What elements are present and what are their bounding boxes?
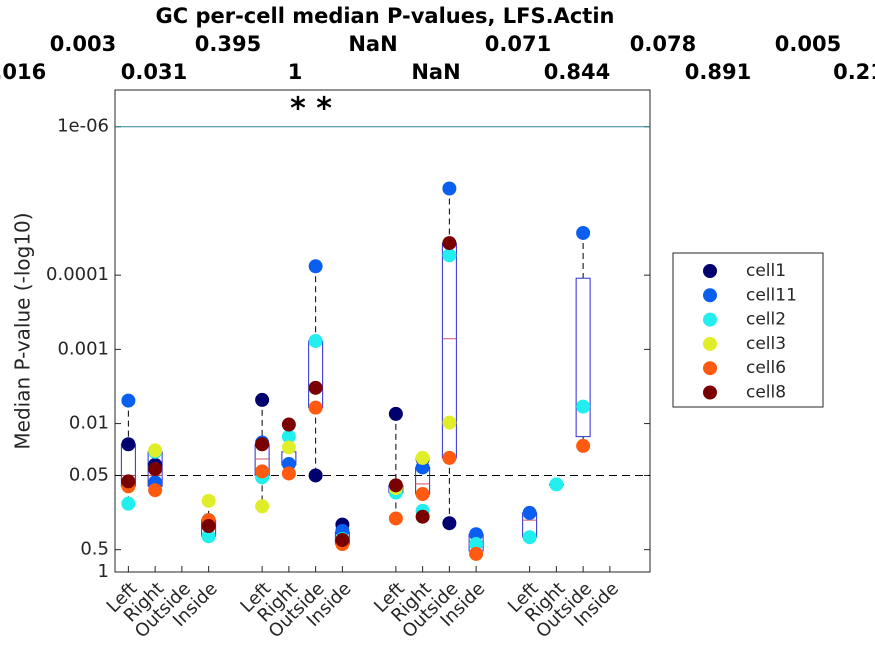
legend-label: cell11 bbox=[746, 285, 797, 305]
plot-frame bbox=[114, 89, 651, 573]
point bbox=[388, 406, 403, 421]
p-value-label: 0.078 bbox=[630, 32, 696, 56]
point bbox=[201, 519, 216, 534]
point bbox=[148, 483, 163, 498]
point bbox=[255, 392, 270, 407]
p-value-label: 1 bbox=[288, 60, 303, 84]
p-value-label: 0.844 bbox=[544, 60, 610, 84]
point bbox=[201, 493, 216, 508]
y-tick-label: 1 bbox=[98, 561, 109, 582]
point bbox=[415, 509, 430, 524]
y-tick-label: 0.001 bbox=[57, 338, 109, 359]
chart-title: GC per-cell median P-values, LFS.Actin bbox=[156, 4, 615, 28]
y-tick-label: 0.05 bbox=[69, 464, 109, 485]
p-value-label: 0.005 bbox=[775, 32, 841, 56]
y-axis-label: Median P-value (-log10) bbox=[11, 212, 35, 449]
point bbox=[121, 474, 136, 489]
point bbox=[281, 417, 296, 432]
p-value-label: 0.21 bbox=[833, 60, 875, 84]
p-value-label: 0.003 bbox=[50, 32, 116, 56]
legend-marker bbox=[703, 385, 717, 400]
legend-marker bbox=[703, 361, 717, 376]
box bbox=[308, 340, 324, 409]
legend-label: cell8 bbox=[746, 383, 786, 403]
point bbox=[442, 450, 457, 465]
point bbox=[148, 462, 163, 477]
point bbox=[442, 248, 457, 263]
legend-label: cell2 bbox=[746, 310, 786, 330]
legend-label: cell1 bbox=[746, 261, 786, 281]
point bbox=[576, 399, 591, 414]
point bbox=[388, 478, 403, 493]
p-value-label: 0.071 bbox=[485, 32, 551, 56]
point bbox=[121, 496, 136, 511]
point bbox=[308, 400, 323, 415]
legend-label: cell6 bbox=[746, 358, 786, 378]
point bbox=[522, 530, 537, 545]
box bbox=[575, 277, 591, 438]
point bbox=[549, 477, 564, 492]
p-value-label: NaN bbox=[348, 32, 397, 56]
point bbox=[442, 415, 457, 430]
legend-marker bbox=[703, 312, 717, 327]
legend-marker bbox=[703, 264, 717, 278]
point bbox=[415, 487, 430, 502]
point bbox=[255, 437, 270, 452]
point bbox=[308, 380, 323, 395]
point bbox=[442, 516, 457, 531]
point bbox=[442, 236, 457, 251]
y-tick-label: 0.5 bbox=[80, 539, 109, 560]
point bbox=[415, 450, 430, 465]
point bbox=[308, 333, 323, 348]
point bbox=[148, 443, 163, 458]
p-value-label: 0.891 bbox=[685, 60, 751, 84]
point bbox=[576, 225, 591, 240]
legend-label: cell3 bbox=[746, 334, 786, 354]
p-value-label: 0.031 bbox=[121, 60, 187, 84]
point bbox=[308, 259, 323, 274]
legend-marker bbox=[703, 336, 717, 351]
p-value-label: 0.395 bbox=[195, 32, 261, 56]
significance-stars: * * bbox=[290, 92, 332, 127]
point bbox=[335, 532, 350, 547]
y-tick-label: 0.01 bbox=[69, 413, 109, 434]
point bbox=[576, 438, 591, 453]
point bbox=[121, 437, 136, 452]
legend-box bbox=[672, 252, 824, 408]
point bbox=[469, 546, 484, 561]
point bbox=[255, 464, 270, 479]
y-tick-label: 0.0001 bbox=[46, 264, 109, 285]
point bbox=[281, 466, 296, 481]
point bbox=[442, 181, 457, 196]
p-value-label: 0.016 bbox=[0, 60, 46, 84]
p-value-label: NaN bbox=[411, 60, 460, 84]
y-tick-label: 1e-06 bbox=[57, 116, 109, 137]
point bbox=[388, 511, 403, 526]
point bbox=[121, 393, 136, 408]
legend-marker bbox=[703, 288, 717, 303]
point bbox=[255, 499, 270, 514]
point bbox=[522, 505, 537, 520]
point bbox=[308, 468, 323, 483]
point bbox=[281, 440, 296, 455]
